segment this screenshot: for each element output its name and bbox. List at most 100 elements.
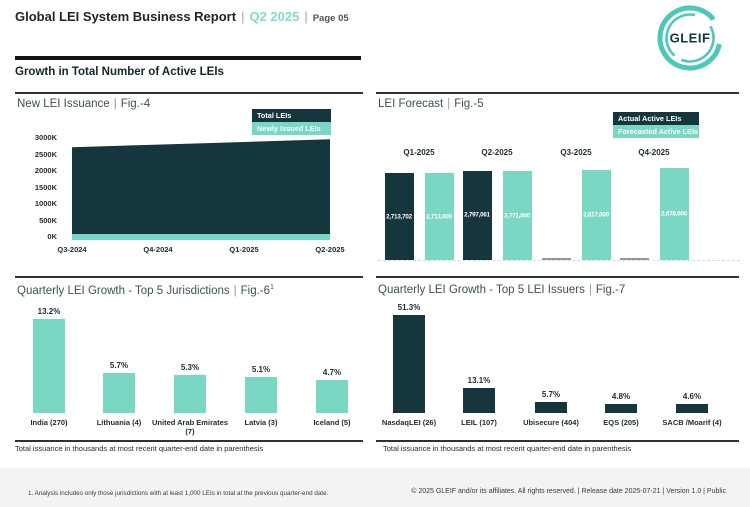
percent-label: 13.1% [467,375,491,385]
logo-rings-icon [657,5,723,71]
category-label: Latvia (3) [244,418,278,427]
category-label: Lithuania (4) [96,418,142,427]
fig6-title: Quarterly LEI Growth - Top 5 Jurisdictio… [17,284,274,297]
growth-bar [463,387,495,413]
percent-label: 4.8% [611,391,631,401]
category-label: Ubisecure (404) [523,418,579,427]
category-label: SACB /Moarif (4) [662,418,722,427]
growth-bar [33,319,65,413]
fig6-note: Total issuance in thousands at most rece… [15,444,264,453]
fig5-legend-forecast: Forecasted Active LEIs [613,125,699,138]
percent-label: 51.3% [397,303,421,313]
fig4-area-chart [72,139,330,240]
y-tick-label: 3000K [34,133,57,142]
report-title: Global LEI System Business Report [15,9,237,24]
fig6-fig-label: Fig.-6 [240,284,271,297]
fig5-bar-chart: Q1-2025 2,713,702 2,713,000 Q2-2025 2,797,06… [378,140,740,265]
growth-bar [316,379,348,413]
panel-divider [15,92,363,94]
fig4-title: New LEI Issuance | Fig.-4 [17,98,150,110]
percent-label: 5.3% [180,363,200,373]
bar-value-label: 2,771,000 [504,212,530,220]
zero-value-bar [619,258,649,260]
fig4-legend-new: Newly Issued LEIs [252,122,331,135]
panel-divider [15,276,363,278]
category-label: Q4-2025 [638,148,670,157]
fig6-title-text: Quarterly LEI Growth - Top 5 Jurisdictio… [17,284,230,297]
percent-label: 5.1% [251,364,271,374]
forecast-bar: 2,817,000 [581,169,611,260]
fig7-title-text: Quarterly LEI Growth - Top 5 LEI Issuers [378,284,585,296]
title-divider: | [447,98,451,110]
fig6-footnote-marker: 1 [270,284,274,291]
fig6-bar-chart: 13.2% India (270) 5.7% Lithuania (4) 5.3% Uni… [15,292,370,437]
growth-bar [245,376,277,413]
category-label: LEIL (107) [461,418,497,427]
x-tick-label: Q1-2025 [229,245,259,254]
y-tick-label: 500K [39,215,57,225]
bar-value-label: 2,713,000 [426,213,452,221]
footer-footnote: 1. Analysis includes only those jurisdic… [28,490,329,497]
growth-bar [103,372,135,413]
forecast-bar: 2,771,000 [502,171,532,260]
category-label: India (270) [30,418,68,427]
fig4-y-axis: 3000K 2500K 2000K 1500K 1000K 500K 0K [21,133,57,243]
logo-text: GLEIF [670,31,711,46]
growth-bar [605,403,637,413]
bar-value-label: 2,878,000 [661,210,687,218]
title-divider: | [588,284,592,296]
panel-divider [376,276,739,278]
percent-label: 4.7% [322,367,342,377]
actual-bar: 2,713,702 [384,173,414,260]
fig7-title: Quarterly LEI Growth - Top 5 LEI Issuers… [378,284,625,296]
growth-bar [676,404,708,413]
fig4-legend-total: Total LEIs [252,109,331,122]
category-label: Q1-2025 [403,148,435,157]
report-header: Global LEI System Business Report | Q2 202… [15,9,349,24]
growth-bar [393,315,425,413]
y-tick-label: 1000K [34,199,57,208]
percent-label: 5.7% [109,360,129,370]
category-label: United Arab Emirates (7) [152,418,228,436]
y-tick-label: 2500K [34,149,57,159]
x-tick-label: Q3-2024 [57,245,87,254]
total-leis-area [72,139,330,234]
zero-value-bar [541,258,571,260]
fig5-legend: Actual Active LEIs Forecasted Active LEI… [613,112,699,138]
forecast-bar: 2,878,000 [659,168,689,260]
forecast-bar: 2,713,000 [424,173,454,260]
page-number: Page 05 [312,13,349,24]
fig5-title: LEI Forecast | Fig.-5 [378,98,484,110]
footer-strip [0,468,750,507]
panel-divider [376,440,739,442]
bar-value-label: 2,797,061 [464,211,490,219]
x-tick-label: Q2-2025 [315,245,345,254]
newly-issued-leis-area [72,234,330,240]
fig4-legend: Total LEIs Newly Issued LEIs [252,109,331,135]
fig4-fig-label: Fig.-4 [120,98,151,110]
fig5-title-text: LEI Forecast [378,98,444,110]
actual-bar: 2,797,061 [462,170,492,260]
category-label: Q2-2025 [481,148,513,157]
report-period: Q2 2025 [249,9,300,24]
header-rule [15,56,361,60]
y-tick-label: 2000K [34,166,57,175]
fig7-note: Total issuance in thousands at most rece… [383,444,632,453]
percent-label: 4.6% [682,392,702,402]
growth-bar [174,375,206,413]
footer-copyright: © 2025 GLEIF and/or its affiliates. All … [411,488,726,495]
fig7-bar-chart: 51.3% NasdaqLEI (26) 13.1% LEIL (107) 5.7% Ub… [382,292,740,437]
x-tick-label: Q4-2024 [143,245,173,254]
growth-bar [535,402,567,413]
percent-label: 5.7% [541,390,561,400]
y-tick-label: 1500K [34,182,57,192]
category-label: NasdaqLEI (26) [381,418,437,427]
fig4-x-axis: Q3-2024 Q4-2024 Q1-2025 Q2-2025 [57,245,344,257]
fig4-title-text: New LEI Issuance [17,98,110,110]
fig5-baseline [378,259,740,261]
section-title: Growth in Total Number of Active LEIs [15,66,224,78]
panel-divider [15,440,363,442]
panel-divider [376,92,739,94]
header-divider: | [304,9,308,24]
category-label: Q3-2025 [560,148,592,157]
